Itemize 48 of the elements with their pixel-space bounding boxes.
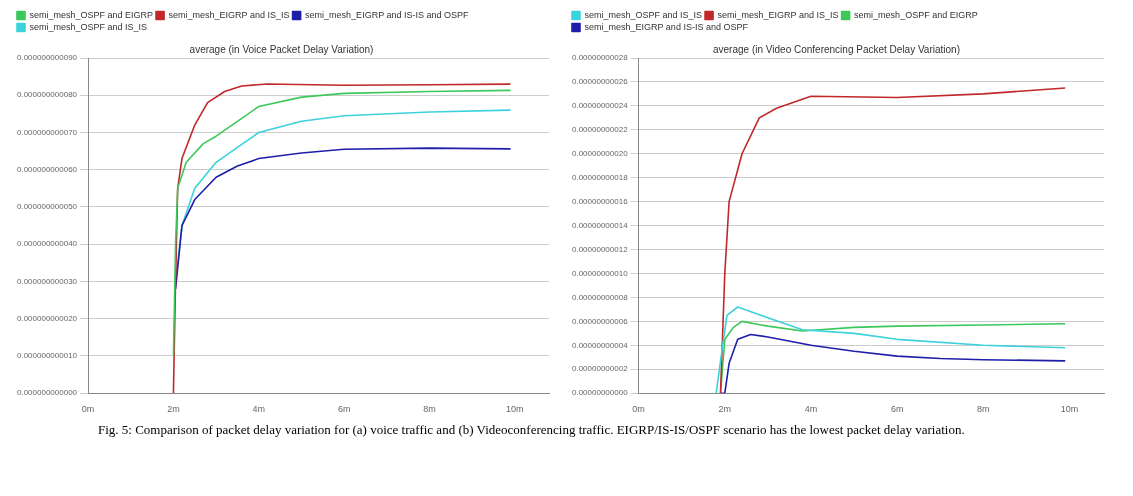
y-tick-label: 0.00000000000 <box>571 388 629 398</box>
y-tick-label: 0.000000000090 <box>17 53 78 63</box>
x-tick-label: 10m <box>1060 404 1079 415</box>
legend-label: semi_mesh_EIGRP and IS-IS and OSPF <box>584 21 749 32</box>
caption: Fig. 5: Comparison of packet delay variation for (a) voice traffic and (b) Videoconferencing traffic. EIGRP/IS-IS/OSPF scenario has the lowest packet delay variation. <box>97 421 966 438</box>
x-tick-label: 2m <box>718 404 732 415</box>
y-tick-label: 0.000000000010 <box>17 351 78 361</box>
y-tick-label: 0.00000000022 <box>571 125 629 135</box>
y-tick-label: 0.00000000020 <box>571 148 629 158</box>
legend-label: semi_mesh_OSPF and EIGRP <box>29 9 154 20</box>
y-tick-label: 0.00000000006 <box>571 316 629 326</box>
x-tick-label: 4m <box>252 404 266 415</box>
legend-label: semi_mesh_OSPF and IS_IS <box>29 21 148 32</box>
y-tick-label: 0.00000000004 <box>571 340 629 350</box>
y-tick-label: 0.00000000012 <box>571 244 629 254</box>
y-tick-label: 0.00000000010 <box>571 268 629 278</box>
y-tick-label: 0.00000000014 <box>571 220 629 230</box>
y-tick-label: 0.000000000070 <box>17 127 78 137</box>
legend-label: semi_mesh_EIGRP and IS_IS <box>717 9 839 20</box>
y-tick-label: 0.00000000028 <box>571 53 629 63</box>
x-tick-label: 0m <box>632 404 645 415</box>
y-tick-label: 0.000000000020 <box>17 313 78 323</box>
legend-label: semi_mesh_EIGRP and IS_IS <box>168 9 290 20</box>
y-tick-label: 0.00000000016 <box>571 196 629 206</box>
y-tick-label: 0.000000000050 <box>17 202 78 212</box>
chart-title: average (in Voice Packet Delay Variation) <box>189 43 374 55</box>
legend-label: semi_mesh_OSPF and IS_IS <box>584 9 703 20</box>
legend-label: semi_mesh_EIGRP and IS-IS and OSPF <box>305 9 470 20</box>
x-tick-label: 6m <box>337 404 351 415</box>
x-tick-label: 10m <box>506 404 524 415</box>
legend-label: semi_mesh_OSPF and EIGRP <box>854 9 978 20</box>
x-tick-label: 8m <box>977 404 990 415</box>
y-tick-label: 0.000000000080 <box>17 90 78 100</box>
y-tick-label: 0.000000000030 <box>17 276 78 286</box>
y-tick-label: 0.000000000000 <box>17 388 78 398</box>
y-tick-label: 0.000000000040 <box>17 239 78 249</box>
x-tick-label: 0m <box>81 404 95 415</box>
x-tick-label: 2m <box>167 404 180 415</box>
x-tick-label: 4m <box>804 404 818 415</box>
y-tick-label: 0.000000000060 <box>17 164 78 174</box>
y-tick-label: 0.00000000002 <box>571 364 629 374</box>
x-tick-label: 8m <box>423 404 436 415</box>
y-tick-label: 0.00000000026 <box>571 77 629 87</box>
y-tick-label: 0.00000000024 <box>571 101 629 111</box>
x-tick-label: 6m <box>890 404 904 415</box>
y-tick-label: 0.00000000018 <box>571 172 629 182</box>
chart-title: average (in Video Conferencing Packet Delay Variation) <box>713 43 960 55</box>
y-tick-label: 0.00000000008 <box>571 292 629 302</box>
